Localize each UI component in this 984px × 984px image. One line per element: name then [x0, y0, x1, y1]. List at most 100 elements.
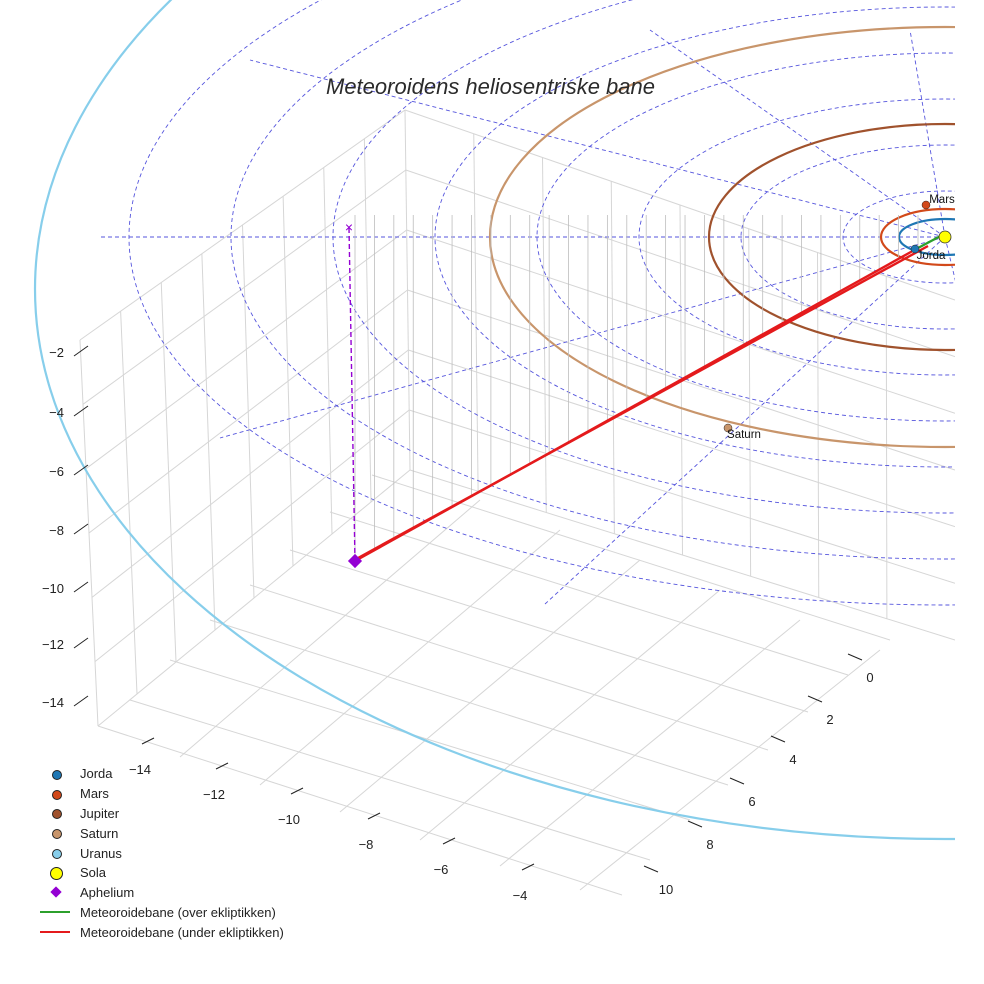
ecliptic-grid-spoke: [219, 236, 946, 439]
floor-grid-line: [339, 559, 641, 813]
y-tick-label: 0: [866, 670, 873, 685]
z-tick: [73, 581, 89, 593]
y-tick-label: 6: [748, 794, 755, 809]
legend-item: Saturn: [40, 823, 284, 843]
x-tick-label: −6: [434, 862, 449, 877]
planet-mars-label: Mars: [929, 194, 955, 206]
wall-grid-line: [406, 229, 955, 414]
chart-title: Meteoroidens heliosentriske bane: [326, 74, 655, 99]
legend-item: Uranus: [40, 843, 284, 863]
x-tick-label: −10: [278, 812, 300, 827]
floor-grid-line: [259, 529, 561, 786]
ecliptic-grid-ring: [638, 98, 955, 376]
floor-grid-line: [249, 584, 769, 751]
legend-label: Aphelium: [80, 885, 135, 901]
y-tick-label: 10: [659, 882, 673, 897]
legend-marker: [40, 886, 74, 900]
legend-line-swatch: [40, 911, 70, 914]
z-tick: [73, 695, 89, 707]
z-tick: [73, 345, 89, 357]
wall-grid-line: [409, 409, 955, 584]
orbit-saturn: [489, 25, 955, 449]
legend-marker-swatch: [50, 886, 62, 898]
orbit-jupiter: [707, 122, 955, 352]
x-tick: [442, 837, 456, 845]
z-tick-label: −10: [42, 581, 64, 596]
legend-marker: [40, 767, 74, 781]
legend-marker: [40, 806, 74, 820]
z-tick: [73, 523, 89, 535]
ecliptic-grid-spoke: [249, 59, 946, 238]
legend-marker: [40, 826, 74, 840]
legend-label: Mars: [80, 786, 109, 802]
legend-marker: [40, 866, 74, 880]
planet-saturn-label: Saturn: [727, 429, 761, 441]
y-tick-label: 4: [789, 752, 796, 767]
ecliptic-grid-ring: [230, 0, 955, 560]
wall-grid-line: [94, 409, 410, 663]
floor-grid-line: [97, 725, 623, 896]
legend-marker-swatch: [52, 809, 62, 820]
legend-label: Saturn: [80, 825, 119, 841]
planet-jorda-marker: [910, 244, 920, 254]
legend-label: Uranus: [80, 845, 122, 861]
y-tick: [643, 865, 659, 873]
legend: Jorda Mars Jupiter Saturn Uranus Sola Aphelium…: [40, 764, 284, 942]
legend-item: Meteoroidebane (over ekliptikken): [40, 903, 284, 923]
ecliptic-grid-ring: [740, 144, 955, 330]
y-tick-label: 2: [826, 712, 833, 727]
legend-marker-swatch: [52, 789, 62, 800]
orbit-mars: [879, 207, 955, 267]
ecliptic-grid-spoke: [944, 236, 955, 281]
legend-marker-swatch: [52, 769, 62, 780]
aphelium-projection-mark: ×: [345, 219, 353, 235]
x-tick: [141, 737, 155, 745]
x-tick-label: −4: [513, 888, 528, 903]
legend-item: Mars: [40, 784, 284, 804]
z-tick-label: −12: [42, 637, 64, 652]
legend-label: Jorda: [80, 766, 113, 782]
x-tick: [290, 787, 304, 795]
floor-grid-line: [419, 589, 721, 841]
legend-marker: [40, 787, 74, 801]
x-tick-label: −14: [129, 762, 151, 777]
sun-marker: [938, 230, 952, 244]
legend-label: Sola: [80, 865, 107, 881]
y-tick: [847, 653, 863, 661]
legend-item: Sola: [40, 863, 284, 883]
z-tick-label: −8: [49, 523, 64, 538]
legend-label: Meteoroidebane (under ekliptikken): [80, 924, 284, 940]
z-tick-label: −6: [49, 464, 64, 479]
floor-grid-line: [129, 699, 651, 861]
z-tick-label: −4: [49, 405, 64, 420]
legend-item: Meteoroidebane (under ekliptikken): [40, 922, 284, 942]
ecliptic-grid-ring: [434, 6, 955, 468]
wall-grid-line: [88, 289, 408, 534]
wall-grid-line: [91, 349, 409, 598]
x-tick-label: −12: [203, 787, 225, 802]
z-tick-label: −2: [49, 345, 64, 360]
legend-item: Jupiter: [40, 804, 284, 824]
x-tick: [367, 812, 381, 820]
planet-saturn-marker: [723, 423, 733, 433]
wall-grid-line: [82, 169, 407, 405]
planet-jorda-label: Jorda: [917, 250, 946, 262]
legend-label: Jupiter: [80, 805, 120, 821]
legend-marker: [40, 925, 74, 939]
z-tick: [73, 464, 89, 476]
orbit-uranus: [34, 0, 955, 840]
ecliptic-grid-ring: [536, 52, 955, 422]
orbit-jorda: [897, 217, 955, 257]
aphelium-marker: [347, 553, 363, 569]
z-tick-label: −14: [42, 695, 64, 710]
z-tick: [73, 637, 89, 649]
legend-item: Jorda: [40, 764, 284, 784]
wall-grid-line: [85, 229, 407, 470]
floor-grid-line: [209, 619, 729, 786]
legend-label: Meteoroidebane (over ekliptikken): [80, 904, 276, 920]
x-tick-label: −8: [359, 837, 374, 852]
floor-grid-line: [329, 511, 849, 676]
y-tick: [687, 820, 703, 828]
y-tick: [807, 695, 823, 703]
